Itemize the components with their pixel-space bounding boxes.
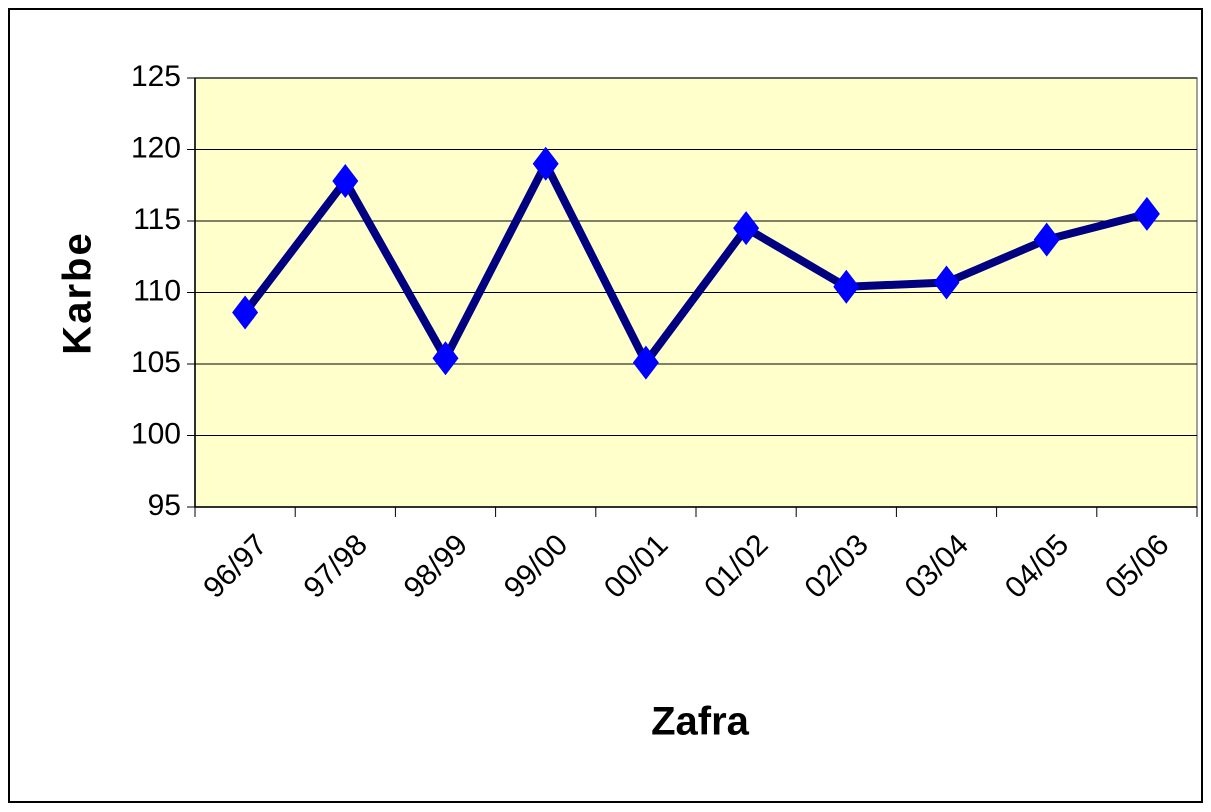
y-tick-label: 125 xyxy=(131,60,181,93)
line xyxy=(241,159,1148,367)
marker xyxy=(332,163,359,198)
marker xyxy=(1033,222,1060,257)
y-tick-label: 105 xyxy=(131,346,181,379)
marker xyxy=(532,146,559,181)
marker xyxy=(733,211,760,246)
y-axis-title: Karbe xyxy=(56,231,100,354)
marker xyxy=(432,341,459,376)
y-tick-label: 115 xyxy=(133,203,181,236)
y-tick-label: 95 xyxy=(148,489,181,522)
x-axis-title: Zafra xyxy=(651,700,750,744)
marker xyxy=(632,345,659,380)
marker xyxy=(232,295,259,330)
marker xyxy=(933,265,960,300)
y-tick-label: 120 xyxy=(131,131,181,164)
marker xyxy=(833,269,860,304)
marker xyxy=(1133,196,1160,231)
y-tick-label: 100 xyxy=(131,417,181,450)
y-tick-label: 110 xyxy=(133,274,181,307)
